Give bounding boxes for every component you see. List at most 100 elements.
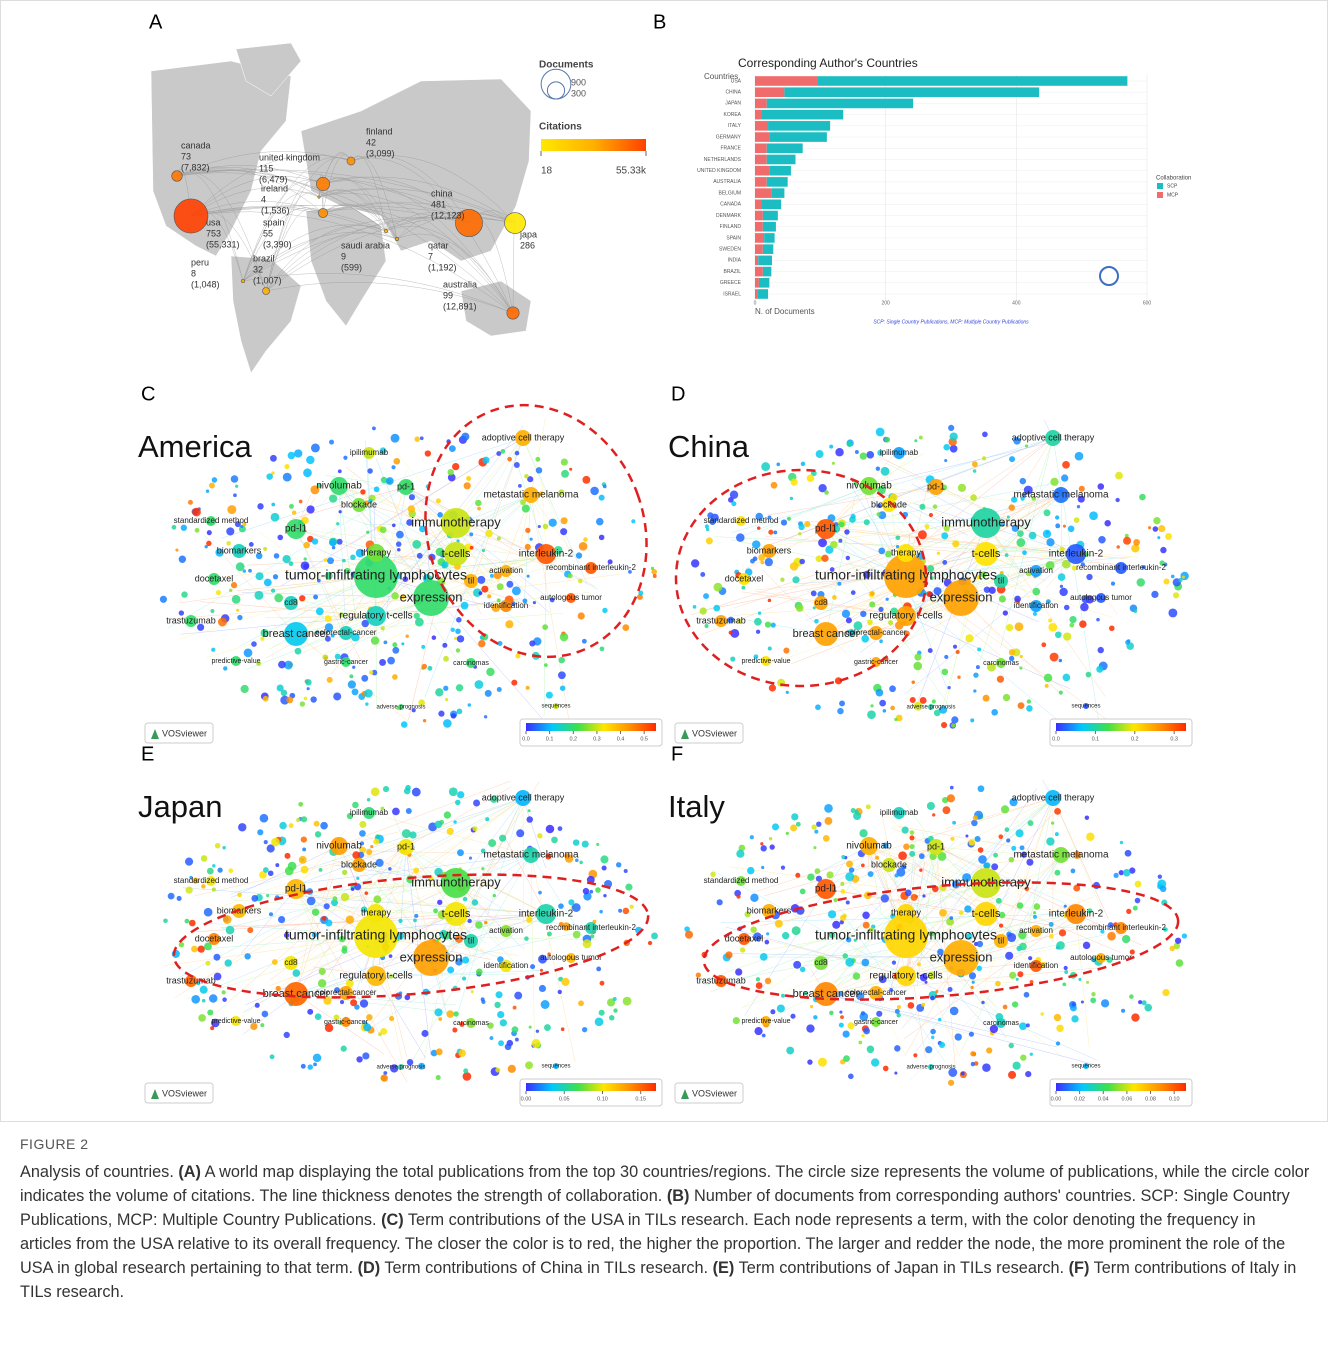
minor-term <box>971 820 978 827</box>
minor-term <box>1083 942 1090 949</box>
minor-term <box>423 719 426 722</box>
minor-term <box>482 457 489 464</box>
term-label: gastric-cancer <box>854 659 899 666</box>
minor-term <box>299 500 303 504</box>
minor-term <box>756 630 760 634</box>
minor-term <box>1059 690 1063 694</box>
minor-term <box>1033 612 1037 616</box>
minor-term <box>618 909 622 913</box>
minor-term <box>1158 875 1162 879</box>
minor-term <box>1020 478 1026 484</box>
minor-term <box>599 1010 605 1016</box>
term-label: activation <box>1019 926 1053 935</box>
minor-term <box>895 1009 900 1014</box>
minor-term <box>350 554 356 560</box>
term-label: expression <box>930 949 993 964</box>
term-label: therapy <box>361 547 392 557</box>
minor-term <box>853 972 861 980</box>
figure-frame: Acanada73(7,832)united kingdom115(6,479)… <box>0 0 1328 1122</box>
minor-term <box>485 817 489 821</box>
country-documents: 73 <box>181 151 191 161</box>
bar-segment <box>767 99 913 109</box>
minor-term <box>185 919 190 924</box>
term-label: metastatic melanoma <box>483 850 578 861</box>
bar-segment <box>755 155 767 165</box>
term-label: expression <box>400 949 463 964</box>
minor-term <box>544 663 548 667</box>
minor-term <box>512 586 521 595</box>
size-legend-title: Documents <box>539 60 594 71</box>
country-bubble <box>174 199 208 233</box>
minor-term <box>560 686 565 691</box>
colorbar-label: 0.3 <box>1170 736 1178 742</box>
term-label: recombinant interleukin-2 <box>1076 923 1166 932</box>
term-label: predictive-value <box>211 1018 260 1025</box>
term-label: sequences <box>541 704 570 710</box>
minor-term <box>1063 525 1066 528</box>
minor-term <box>933 504 938 509</box>
minor-term <box>780 578 784 582</box>
minor-term <box>801 462 805 466</box>
network-panel: tumor-infiltrating lymphocytesexpression… <box>138 743 662 1106</box>
minor-term <box>1041 642 1046 647</box>
term-label: activation <box>489 566 523 575</box>
minor-term <box>417 553 423 559</box>
country-bubble <box>318 208 327 217</box>
minor-term <box>367 798 371 802</box>
minor-term <box>260 1023 264 1027</box>
minor-term <box>1054 1014 1061 1021</box>
term-label: adoptive cell therapy <box>1012 432 1095 442</box>
minor-term <box>754 618 762 626</box>
minor-term <box>839 522 845 528</box>
minor-term <box>1175 938 1181 944</box>
country-documents: 8 <box>191 268 196 278</box>
minor-term <box>861 864 865 868</box>
term-label: sequences <box>1071 704 1100 710</box>
country-citations: (55,331) <box>206 239 240 249</box>
logo <box>1100 267 1118 285</box>
minor-term <box>391 592 398 599</box>
minor-term <box>997 676 1004 683</box>
minor-term <box>846 617 852 623</box>
term-label: adverse prognosis <box>376 1065 425 1071</box>
minor-term <box>1050 653 1059 662</box>
minor-term <box>542 624 548 630</box>
term-label: pd-1 <box>397 481 415 491</box>
colorbar <box>1056 1083 1186 1091</box>
minor-term <box>319 868 323 872</box>
minor-term <box>332 896 337 901</box>
minor-term <box>1001 805 1009 813</box>
minor-term <box>839 1011 842 1014</box>
minor-term <box>451 628 455 632</box>
term-label: standardized method <box>174 516 249 525</box>
minor-term <box>600 855 608 863</box>
minor-term <box>768 530 773 535</box>
minor-term <box>263 867 269 873</box>
minor-term <box>1017 530 1024 537</box>
colorbar-label: 0.1 <box>1092 736 1100 742</box>
minor-term <box>434 1008 442 1016</box>
minor-term <box>583 888 589 894</box>
minor-term <box>444 811 451 818</box>
minor-term <box>209 483 215 489</box>
y-tick-label: SPAIN <box>726 235 741 241</box>
bar-segment <box>763 267 771 277</box>
minor-term <box>463 1072 472 1081</box>
minor-term <box>839 700 845 706</box>
term-label: ipilimumab <box>350 448 389 457</box>
color-legend-bar <box>541 139 646 151</box>
bar-segment <box>755 222 763 232</box>
minor-term <box>1090 997 1096 1003</box>
bar-segment <box>755 267 763 277</box>
minor-term <box>457 791 464 798</box>
minor-term <box>886 598 889 601</box>
minor-term <box>942 806 950 814</box>
minor-term <box>497 687 502 692</box>
minor-term <box>1045 684 1049 688</box>
minor-term <box>952 821 956 825</box>
minor-term <box>863 1028 870 1035</box>
minor-term <box>1182 933 1187 938</box>
minor-term <box>957 676 960 679</box>
minor-term <box>481 867 484 870</box>
minor-term <box>770 1009 775 1014</box>
